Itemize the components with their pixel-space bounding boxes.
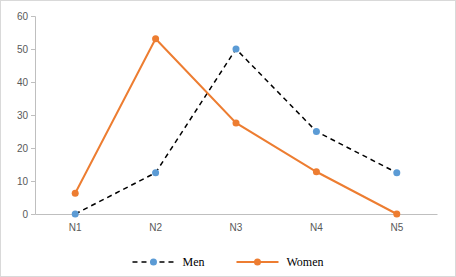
plot: 0 10 20 30 40 50 60 N1 N2 N3 N4 N5 [17,11,438,233]
y-tick-mark [31,148,35,149]
y-axis-line [31,17,36,215]
y-tick-mark [31,49,35,50]
series-group [72,35,401,217]
legend-marker [254,259,261,266]
legend: Men Women [132,255,323,269]
series-marker [393,211,400,218]
y-tick-label: 0 [22,209,28,220]
chart-frame [1,1,456,277]
series-marker [393,169,400,176]
series-line [75,39,397,214]
x-tick-label: N1 [69,222,82,233]
legend-entry: Women [236,255,323,269]
series-marker [233,46,240,53]
y-tick: 60 [17,11,35,22]
x-axis: N1 N2 N3 N4 N5 [36,214,438,233]
series-marker [72,190,79,197]
x-tick-label: N2 [149,222,162,233]
y-tick: 0 [22,209,35,220]
series-marker [152,35,159,42]
series-marker [313,168,320,175]
y-tick-label: 30 [17,110,29,121]
y-tick-mark [31,16,35,17]
y-tick: 30 [17,110,35,121]
y-tick: 50 [17,44,35,55]
y-tick: 40 [17,77,35,88]
x-tick-label: N5 [390,222,403,233]
series-marker [313,128,320,135]
legend-label: Men [182,255,204,269]
legend-label: Women [286,255,323,269]
y-tick-label: 50 [17,44,29,55]
legend-marker [150,259,157,266]
legend-entry: Men [132,255,204,269]
x-tick: N4 [310,214,323,233]
y-tick-mark [31,214,35,215]
y-tick: 20 [17,143,35,154]
y-tick-mark [31,82,35,83]
y-tick: 10 [17,176,35,187]
y-tick-mark [31,181,35,182]
x-tick-label: N4 [310,222,323,233]
y-tick-mark [31,115,35,116]
x-axis-line [36,214,438,215]
x-tick-label: N3 [230,222,243,233]
x-tick: N2 [149,214,162,233]
y-tick-label: 10 [17,176,29,187]
series-marker [152,169,159,176]
x-tick: N3 [230,214,243,233]
y-tick-label: 60 [17,11,29,22]
y-tick-label: 20 [17,143,29,154]
series-marker [233,119,240,126]
series-marker [72,211,79,218]
y-axis: 0 10 20 30 40 50 60 [17,11,36,220]
chart: 0 10 20 30 40 50 60 N1 N2 N3 N4 N5 Men Women [0,0,456,277]
y-tick-label: 40 [17,77,29,88]
